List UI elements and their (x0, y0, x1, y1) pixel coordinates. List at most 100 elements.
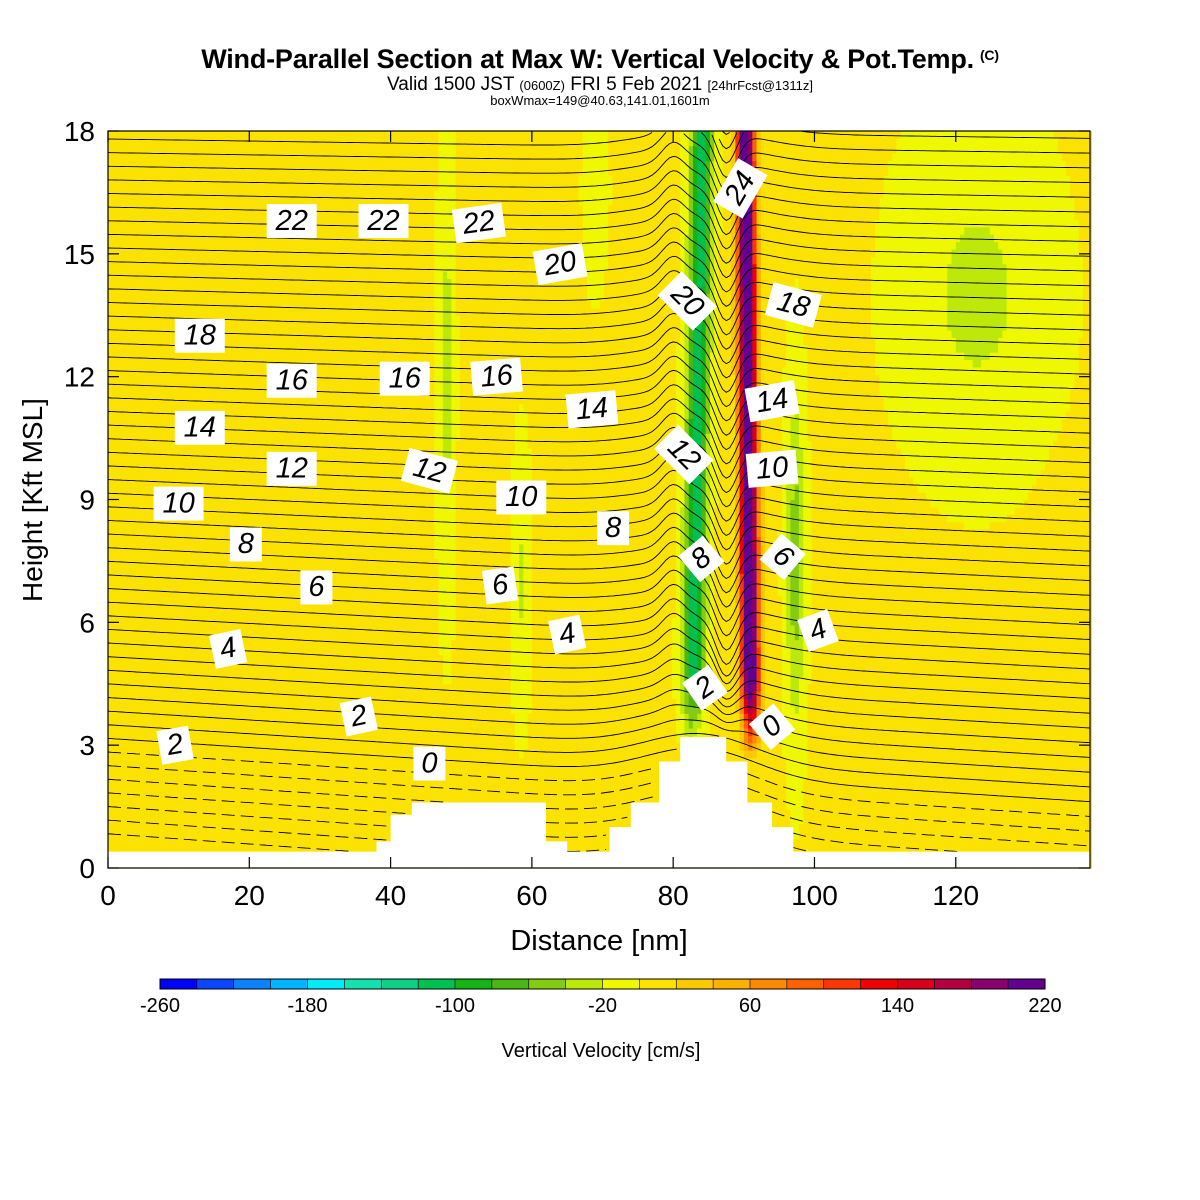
velocity-cell (680, 713, 686, 751)
velocity-cell (968, 359, 974, 530)
velocity-cell (993, 521, 999, 869)
velocity-cell (909, 477, 914, 869)
velocity-cell (447, 683, 452, 869)
velocity-cell (989, 521, 995, 869)
contour-label-box (379, 361, 430, 396)
velocity-cell (447, 131, 452, 279)
y-tick-label: 0 (79, 853, 95, 884)
y-tick-label: 6 (79, 607, 95, 638)
velocity-cell (625, 131, 630, 869)
velocity-cell (748, 735, 753, 744)
contour-label-box (358, 204, 409, 239)
contour-label: 4 (208, 628, 248, 669)
velocity-cell (900, 455, 906, 869)
velocity-cell (752, 742, 758, 751)
velocity-cell (769, 131, 775, 869)
contour-label-box (532, 243, 588, 286)
velocity-cell (688, 285, 694, 420)
velocity-cell (1074, 131, 1080, 221)
velocity-cell (1074, 219, 1080, 375)
isentrope-line (107, 683, 1091, 744)
velocity-cell (692, 131, 698, 147)
velocity-cell (701, 131, 707, 287)
contour-label-text: 20 (540, 245, 578, 282)
velocity-cell (574, 131, 580, 869)
velocity-cell (803, 344, 809, 781)
isentrope-line (107, 227, 1091, 293)
velocity-cell (735, 182, 741, 302)
contour-label-text: 16 (389, 362, 422, 394)
isentrope-line (107, 778, 1091, 847)
velocity-cell (366, 131, 372, 869)
colorbar-swatch (307, 979, 345, 989)
velocity-cell (887, 160, 893, 427)
velocity-cell (811, 131, 817, 869)
velocity-cell (752, 705, 758, 714)
contour-label: 18 (174, 318, 225, 353)
contour-label-text: 22 (460, 205, 497, 241)
copyright-mark: (C) (979, 47, 999, 63)
velocity-cell (620, 131, 626, 869)
velocity-cell (1015, 131, 1020, 508)
contour-label-box (156, 725, 194, 765)
velocity-cell (688, 145, 694, 287)
velocity-cell (222, 131, 228, 869)
velocity-cell (565, 131, 571, 869)
velocity-cell (985, 226, 991, 361)
x-axis-label: Distance [nm] (510, 925, 687, 957)
velocity-cell (883, 175, 889, 412)
velocity-cell (663, 131, 669, 869)
velocity-cell (892, 153, 898, 442)
contour-label-box (496, 480, 547, 515)
velocity-cell (998, 521, 1003, 869)
colorbar-swatch (713, 979, 751, 989)
isentrope-line (107, 298, 1091, 365)
colorbar-tick-label: 220 (1028, 995, 1061, 1017)
velocity-cell (646, 131, 652, 869)
isentrope-line (108, 155, 1090, 221)
velocity-cell (425, 131, 431, 869)
contour-label: 10 (496, 480, 547, 515)
velocity-cell (892, 131, 898, 154)
contour-label-text: 8 (238, 528, 254, 560)
velocity-cell (807, 440, 813, 685)
velocity-cell (947, 329, 953, 523)
velocity-cell (387, 131, 393, 869)
contour-label-box (748, 703, 796, 751)
velocity-cell (748, 727, 753, 736)
isentrope-line (107, 833, 352, 852)
contour-label-box (745, 449, 799, 488)
velocity-cell (519, 543, 525, 619)
velocity-cell (421, 131, 427, 869)
velocity-cell (447, 477, 452, 685)
velocity-cell (930, 506, 936, 869)
velocity-cell (756, 234, 762, 405)
isentrope-line (107, 792, 960, 853)
colorbar-swatch (528, 979, 567, 989)
velocity-cell (1002, 329, 1008, 523)
velocity-cell (930, 131, 936, 508)
velocity-cell (947, 521, 953, 869)
velocity-cell (709, 131, 715, 162)
velocity-cell (684, 418, 690, 560)
velocity-cell (676, 344, 681, 744)
velocity-cell (976, 366, 982, 530)
contour-label: 14 (174, 410, 225, 445)
contour-label: 14 (565, 390, 619, 429)
velocity-cell (1070, 197, 1076, 390)
isentrope-line (722, 131, 730, 135)
velocity-cell (455, 315, 461, 442)
velocity-cell (684, 713, 690, 736)
contour-label-text: 8 (605, 512, 621, 544)
velocity-cell (735, 300, 741, 434)
isentrope-line (107, 583, 1091, 651)
velocity-cell (756, 646, 762, 692)
velocity-cell (743, 669, 749, 692)
velocity-cell (650, 131, 656, 869)
isentrope-line (107, 806, 808, 852)
velocity-cell (671, 617, 677, 700)
contour-label-box (413, 746, 446, 781)
contour-label-box (481, 566, 519, 605)
contour-label-box (174, 410, 225, 445)
velocity-cell (849, 131, 855, 869)
